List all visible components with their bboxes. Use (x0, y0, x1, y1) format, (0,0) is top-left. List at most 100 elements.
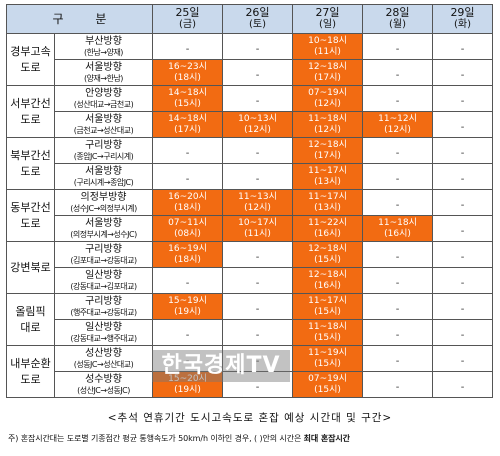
dash-mark: - (395, 148, 400, 159)
dash-mark: - (460, 330, 465, 341)
direction-label: 성산방향 (85, 347, 122, 359)
road-name-line: 도로 (20, 164, 41, 178)
dash-mark: - (460, 304, 465, 315)
congestion-cell: 11~17시 (13시) (292, 189, 363, 216)
direction-section: (성산대교→금천교) (73, 99, 134, 109)
peak-hour: (18시) (174, 72, 201, 83)
direction-cell: 일산방향 (강동대교→행주대교) (54, 319, 153, 346)
direction-cell: 서울방향 (양재→한남) (54, 59, 153, 86)
dash-mark: - (460, 70, 465, 81)
congestion-cell: 10~13시 (12시) (222, 111, 293, 138)
direction-label: 구리방향 (85, 243, 122, 255)
congestion-time-range: 11~18시 (308, 321, 347, 332)
dash-mark: - (255, 174, 260, 185)
peak-hour: (17시) (314, 72, 341, 83)
dash-mark: - (460, 252, 465, 263)
congestion-time-range: 16~23시 (168, 61, 207, 72)
congestion-cell: 15~20시 (19시) (152, 371, 223, 398)
day-date: 27일 (315, 6, 340, 19)
empty-cell: - (362, 59, 433, 86)
dash-mark: - (395, 382, 400, 393)
congestion-time-range: 07~19시 (308, 373, 347, 384)
road-name: 강변북로 (6, 241, 55, 294)
day-header: 25일 (금) (152, 4, 223, 34)
direction-section: (성수JC→의정부시계) (70, 203, 137, 213)
direction-section: (구리시계→종암JC) (73, 177, 134, 187)
peak-hour: (19시) (174, 306, 201, 317)
empty-cell: - (432, 33, 493, 60)
table-row: 동부간선 도로 의정부방향 (성수JC→의정부시계) 16~20시 (18시) 11~13시… (6, 189, 493, 242)
direction-section: (강동대교→행주대교) (70, 333, 137, 343)
congestion-time-range: 16~20시 (168, 191, 207, 202)
table-row: 서울방향 (금천교→성산대교) 14~18시 (17시) 10~13시 (12시) 11~1… (7, 111, 493, 138)
peak-hour: (12시) (314, 124, 341, 135)
road-name-line: 도로 (20, 112, 41, 126)
watermark-logo: 한국경제TV (152, 350, 290, 382)
empty-cell: - (222, 59, 293, 86)
empty-cell: - (362, 33, 433, 60)
peak-hour: (11시) (244, 228, 271, 239)
dash-mark: - (395, 330, 400, 341)
peak-hour: (19시) (174, 384, 201, 395)
congestion-time-range: 16~19시 (168, 243, 207, 254)
day-weekday: (화) (453, 19, 471, 30)
direction-section: (양재→한남) (84, 73, 123, 83)
table-row: 서부간선 도로 안양방향 (성산대교→금천교) 14~18시 (15시) -07~19시 (1… (6, 85, 493, 138)
road-name: 북부간선 도로 (6, 137, 55, 190)
empty-cell: - (432, 85, 493, 112)
empty-cell: - (222, 163, 293, 190)
dash-mark: - (460, 382, 465, 393)
table-row: 서울방향 (양재→한남) 16~23시 (18시) -12~18시 (17시) - - (7, 59, 493, 86)
congestion-cell: 12~18시 (16시) (292, 267, 363, 294)
table-row: 일산방향 (강동대교→김포대교) - - 12~18시 (16시) - - (7, 267, 493, 294)
dash-mark: - (185, 44, 190, 55)
day-weekday: (일) (318, 19, 336, 30)
congestion-time-range: 07~19시 (308, 87, 347, 98)
congestion-cell: 11~13시 (12시) (222, 189, 293, 216)
direction-cell: 성산방향 (성동JC→성산대교) (54, 345, 153, 372)
empty-cell: - (432, 111, 493, 138)
direction-cell: 안양방향 (성산대교→금천교) (54, 85, 153, 112)
empty-cell: - (362, 189, 433, 216)
congestion-cell: 11~18시 (12시) (292, 111, 363, 138)
table-row: 서울방향 (구리시계→종암JC) - - 11~17시 (13시) - - (7, 163, 493, 190)
road-name: 경부고속 도로 (6, 33, 55, 86)
table-row: 성수방향 (성산JC→성동JC) 15~20시 (19시) -07~19시 (15시) - - (7, 371, 493, 398)
congestion-cell: 16~20시 (18시) (152, 189, 223, 216)
footnote-emphasis: 최대 혼잡시간 (303, 434, 350, 443)
road-name-line: 서부간선 (10, 96, 51, 110)
congestion-time-range: 10~18시 (308, 35, 347, 46)
empty-cell: - (152, 137, 223, 164)
congestion-time-range: 11~17시 (308, 165, 347, 176)
day-header: 28일 (월) (362, 4, 433, 34)
empty-cell: - (222, 293, 293, 320)
congestion-time-range: 11~12시 (378, 113, 417, 124)
empty-cell: - (362, 241, 433, 268)
dash-mark: - (460, 148, 465, 159)
direction-label: 서울방향 (85, 165, 122, 177)
road-name-line: 대로 (20, 320, 41, 334)
direction-cell: 서울방향 (금천교→성산대교) (54, 111, 153, 138)
congestion-cell: 10~18시 (11시) (292, 33, 363, 60)
dash-mark: - (185, 278, 190, 289)
dash-mark: - (460, 356, 465, 367)
empty-cell: - (222, 137, 293, 164)
congestion-time-range: 11~17시 (308, 191, 347, 202)
direction-section: (성산JC→성동JC) (77, 385, 130, 395)
dash-mark: - (185, 356, 190, 367)
dash-mark: - (395, 278, 400, 289)
dash-mark: - (395, 356, 400, 367)
congestion-cell: 11~12시 (12시) (362, 111, 433, 138)
congestion-time-range: 15~20시 (168, 373, 207, 384)
empty-cell: - (222, 85, 293, 112)
direction-label: 일산방향 (85, 321, 122, 333)
dash-mark: - (255, 96, 260, 107)
empty-cell: - (432, 241, 493, 268)
congestion-cell: 12~18시 (15시) (292, 241, 363, 268)
congestion-cell: 15~19시 (19시) (152, 293, 223, 320)
congestion-cell: 07~19시 (12시) (292, 85, 363, 112)
direction-cell: 부산방향 (한남→양재) (54, 33, 153, 60)
empty-cell: - (432, 215, 493, 242)
empty-cell: - (362, 345, 433, 372)
direction-section: (성동JC→성산대교) (73, 359, 134, 369)
